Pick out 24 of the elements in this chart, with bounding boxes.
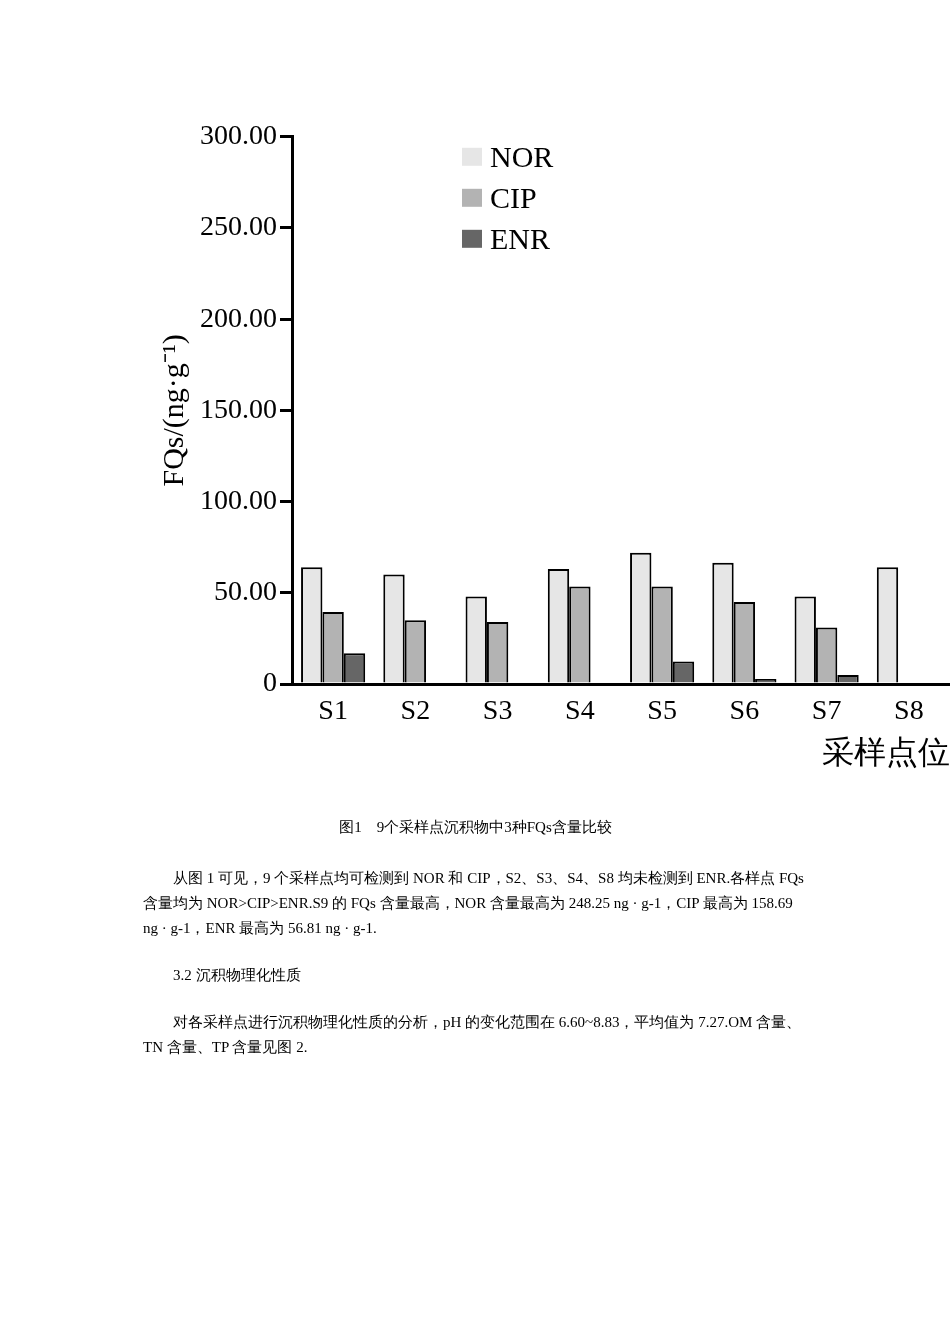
y-axis-title: FQs/(ng·g⁻¹) <box>155 334 190 487</box>
x-tick-label: S8 <box>894 694 924 726</box>
y-tick-label: 300.00 <box>200 119 277 151</box>
text: 对各采样点进行沉积物理化性质的分析，pH 的变化范围在 6.60~8.83，平均值为 7.27.OM 含量、TN 含量、TP 含量见图 2. <box>143 1013 803 1057</box>
text: 图1 9个采样点沉积物中3种FQs含量比较 <box>338 818 613 837</box>
x-tick-label: S5 <box>647 694 677 726</box>
text: 3.2 沉积物理化性质 <box>172 966 302 985</box>
y-tick-label: 100.00 <box>200 483 277 515</box>
text: 从图 1 可见，9 个采样点均可检测到 NOR 和 CIP，S2、S3、S4、S8 均未检测到 ENR.各样点 FQs 含量均为 NOR>CIP>ENR.S9 的 FQs 含量最高，NOR 含量最高为 248.25 ng · g-1，CIP 最高为 158.69 ng · g-1，ENR 最高为 56.81 ng · g-1. <box>143 869 805 938</box>
y-tick-label: 200.00 <box>200 301 277 333</box>
y-tick-label: 250.00 <box>200 210 277 242</box>
y-tick-label: 150.00 <box>200 392 277 424</box>
x-tick-label: S1 <box>318 694 348 726</box>
legend-label: ENR <box>490 221 550 255</box>
x-tick-label: S2 <box>400 694 431 726</box>
x-tick-label: S4 <box>565 694 595 726</box>
x-axis-title: 采样点位 <box>822 734 950 771</box>
y-tick-label: 50.00 <box>214 575 277 607</box>
x-tick-label: S3 <box>482 694 513 726</box>
legend-label: NOR <box>490 139 554 173</box>
x-tick-label: S7 <box>811 694 842 726</box>
x-tick-label: S6 <box>729 694 760 726</box>
y-tick-label: 0 <box>263 666 277 698</box>
legend-label: CIP <box>490 180 537 214</box>
